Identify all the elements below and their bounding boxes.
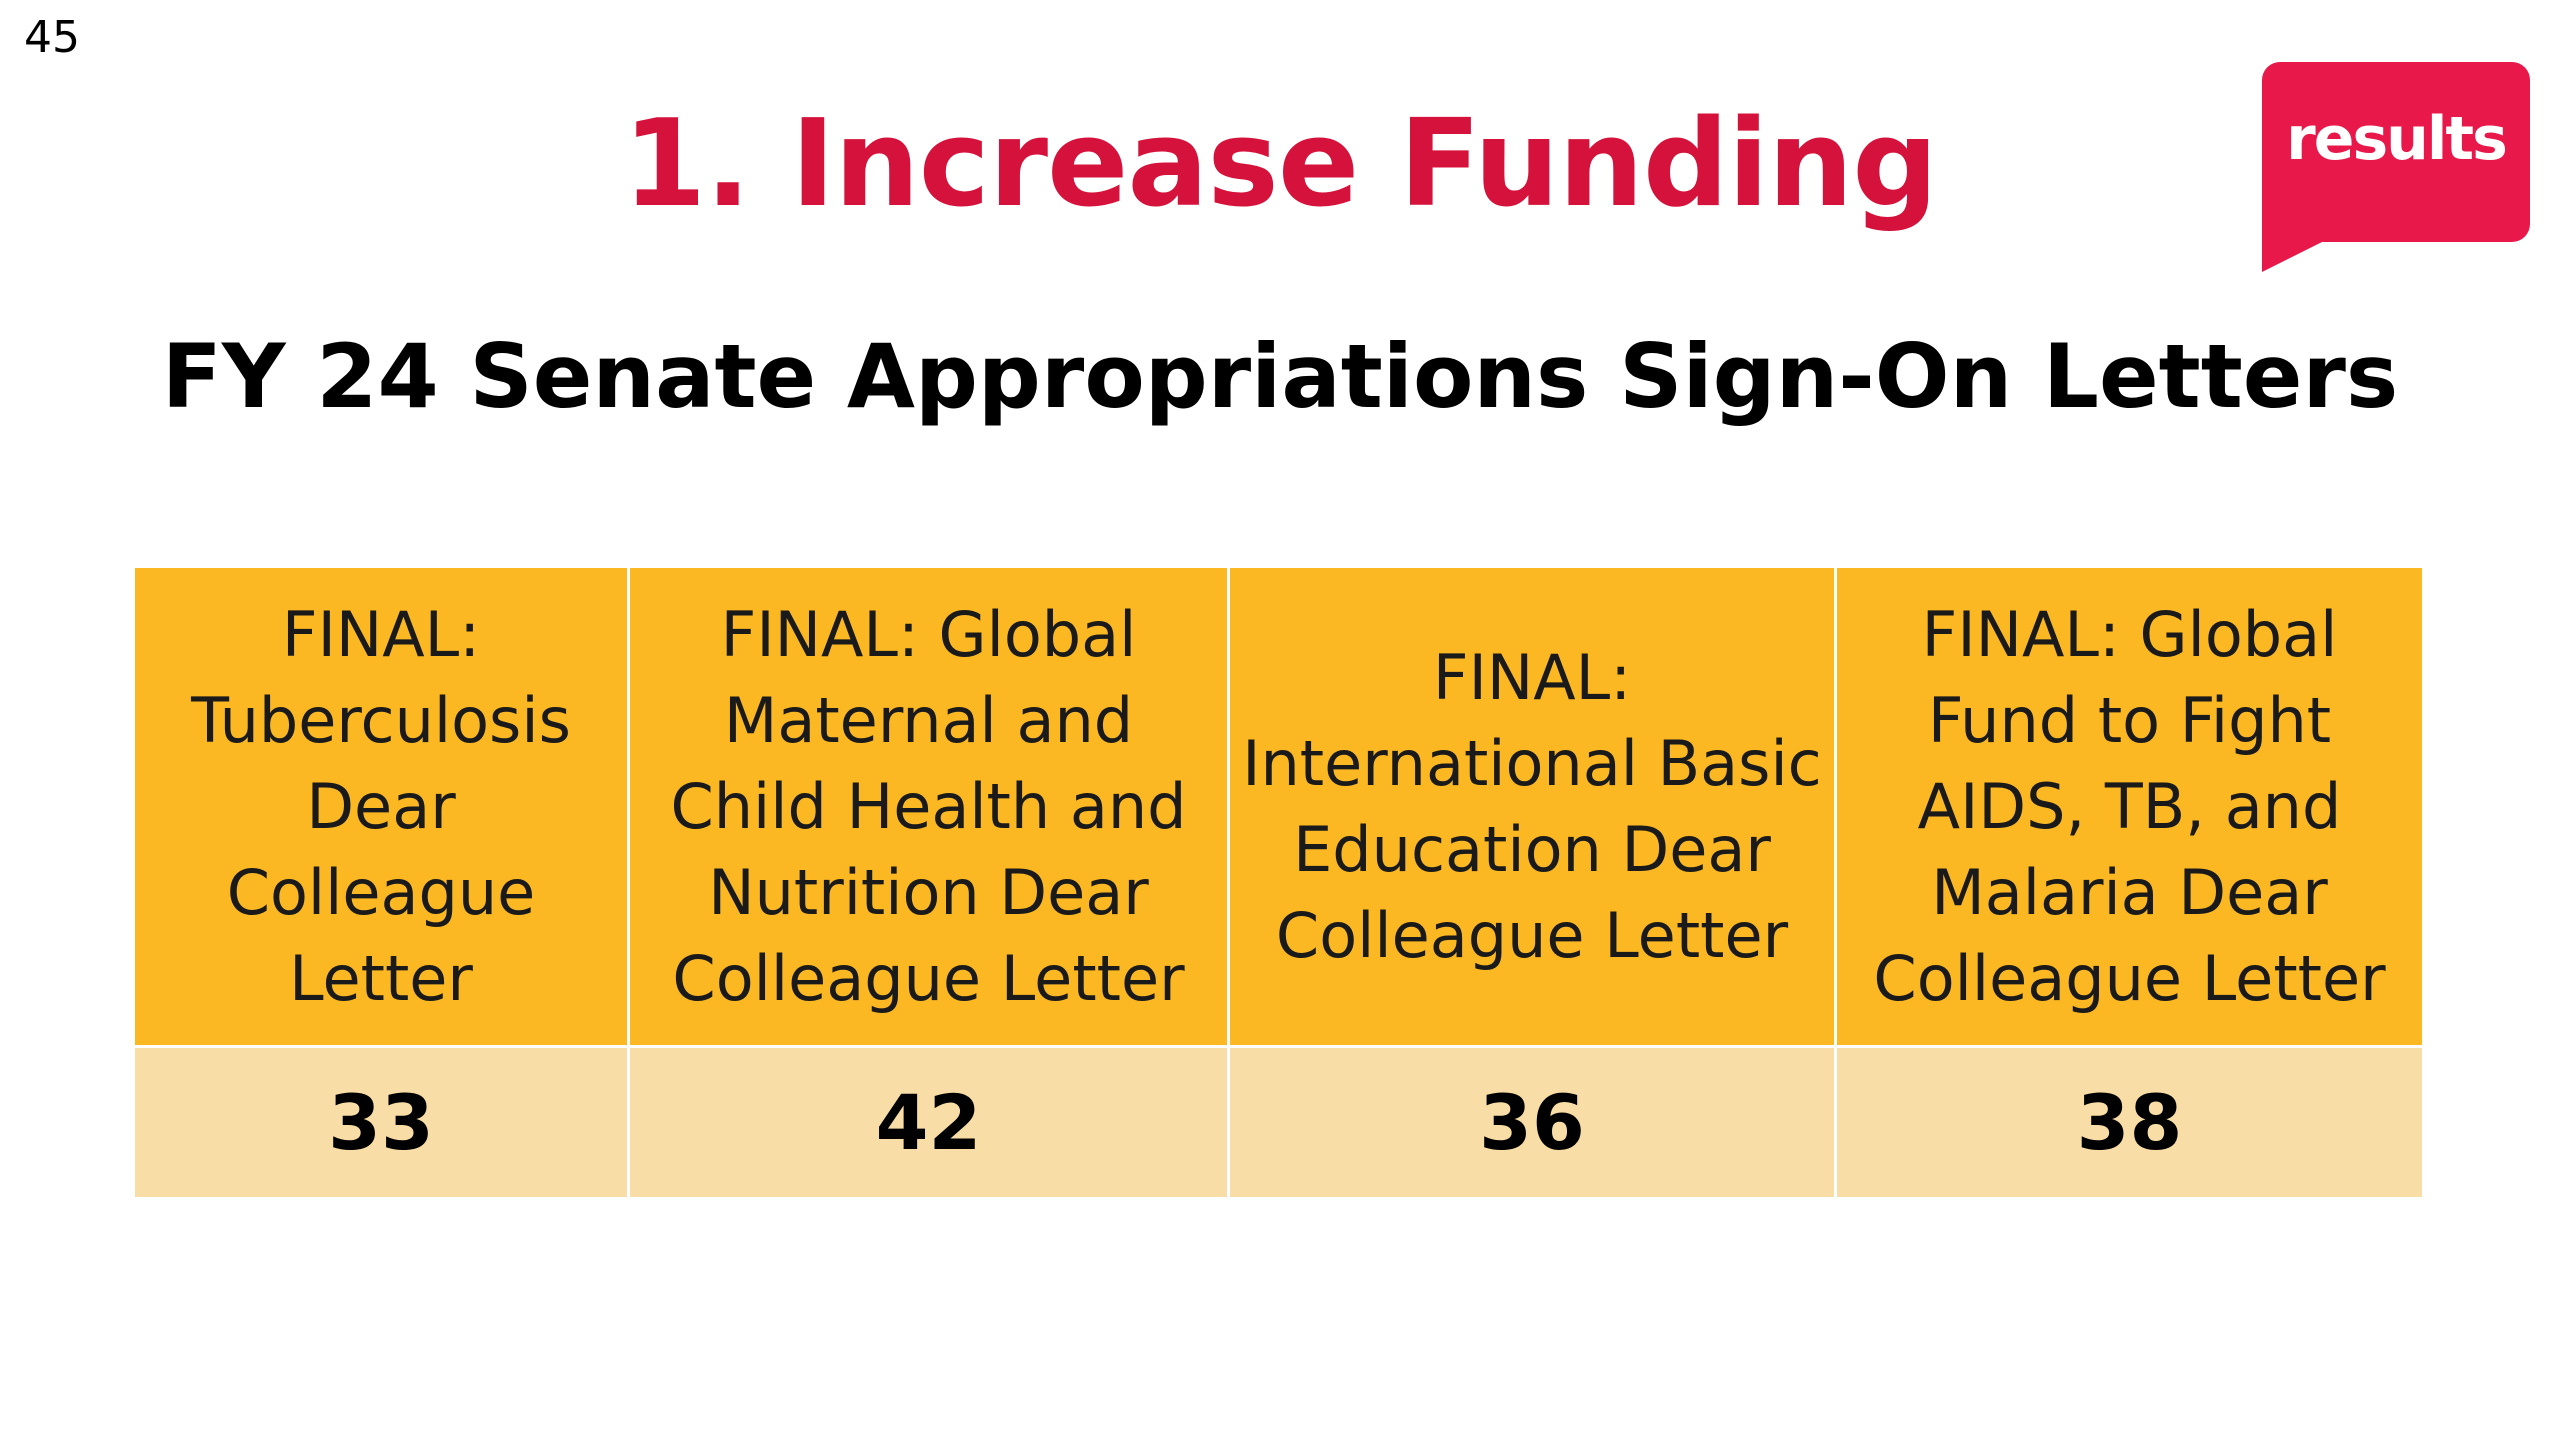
results-logo: results — [2262, 62, 2530, 274]
page-title: 1. Increase Funding — [622, 95, 1938, 234]
letter-name-cell: FINAL: International Basic Education Dea… — [1227, 565, 1837, 1048]
letter-name-cell: FINAL: Global Fund to Fight AIDS, TB, an… — [1834, 565, 2425, 1048]
letter-name-cell: FINAL: Global Maternal and Child Health … — [627, 565, 1230, 1048]
logo-speech-tail — [2262, 212, 2382, 272]
letters-header-row: FINAL: Tuberculosis Dear Colleague Lette… — [132, 565, 2425, 1048]
slide-number: 45 — [24, 12, 80, 63]
signature-count-cell: 36 — [1227, 1045, 1837, 1200]
logo-text: results — [2286, 104, 2508, 174]
signature-count-cell: 38 — [1834, 1045, 2425, 1200]
signature-count-row: 33 42 36 38 — [132, 1045, 2425, 1200]
sign-on-letters-table: FINAL: Tuberculosis Dear Colleague Lette… — [132, 565, 2425, 1200]
page-subtitle: FY 24 Senate Appropriations Sign-On Lett… — [161, 325, 2399, 428]
letter-name-cell: FINAL: Tuberculosis Dear Colleague Lette… — [132, 565, 630, 1048]
signature-count-cell: 42 — [627, 1045, 1230, 1200]
signature-count-cell: 33 — [132, 1045, 630, 1200]
